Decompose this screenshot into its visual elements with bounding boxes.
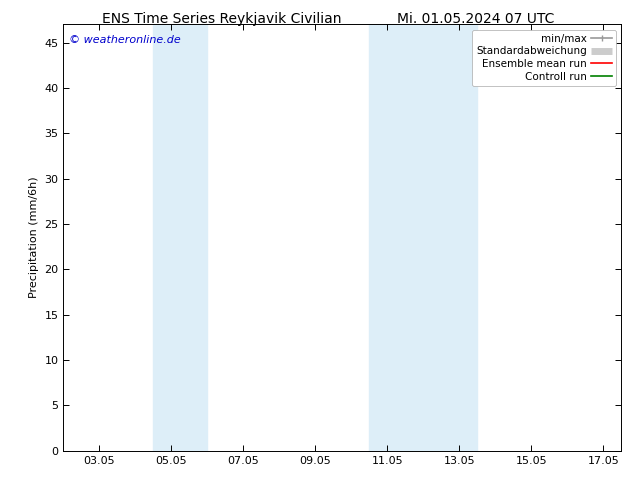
Bar	[424, 24, 477, 451]
Text: ENS Time Series Reykjavik Civilian: ENS Time Series Reykjavik Civilian	[102, 12, 342, 26]
Bar	[370, 24, 424, 451]
Text: Mi. 01.05.2024 07 UTC: Mi. 01.05.2024 07 UTC	[397, 12, 554, 26]
Y-axis label: Precipitation (mm/6h): Precipitation (mm/6h)	[29, 177, 39, 298]
Bar	[153, 24, 207, 451]
Text: © weatheronline.de: © weatheronline.de	[69, 35, 181, 45]
Legend: min/max, Standardabweichung, Ensemble mean run, Controll run: min/max, Standardabweichung, Ensemble me…	[472, 30, 616, 86]
